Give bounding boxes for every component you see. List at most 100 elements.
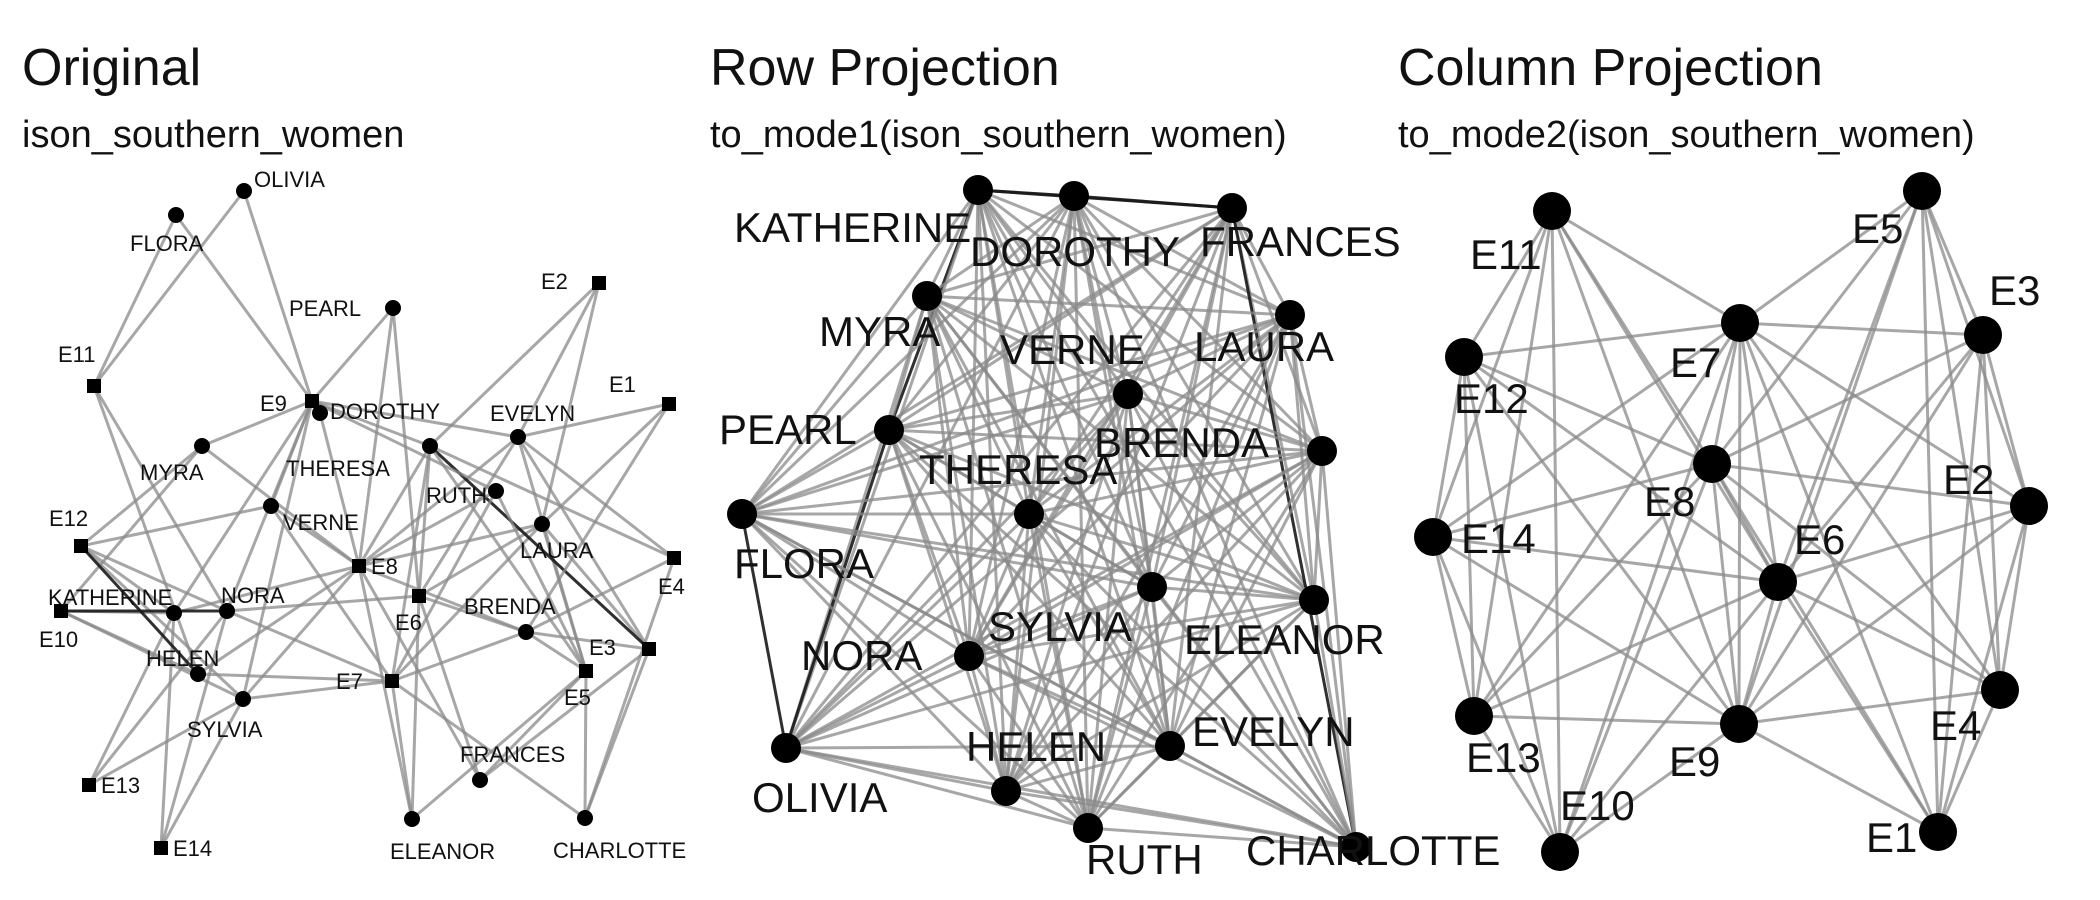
edge-laura-flora: [741, 313, 1291, 516]
edge-ruth-e9: [311, 399, 497, 493]
node-label-e13: E13: [101, 773, 140, 798]
edge-helen-e12: [79, 544, 200, 676]
edge-theresa-sylvia: [1028, 512, 1153, 589]
edge-charlotte-e4: [583, 557, 676, 819]
node-e2: [2010, 487, 2048, 525]
edge-e12-e13: [1462, 356, 1476, 717]
edge-nora-eleanor: [968, 598, 1315, 658]
node-e1: [1919, 813, 1957, 851]
edge-ruth-charlotte: [1087, 826, 1357, 849]
panel-title: Original: [22, 39, 202, 97]
node-helen: [190, 666, 206, 682]
node-label-e6: E6: [395, 610, 422, 635]
edge-katherine-nora: [967, 189, 980, 657]
node-label-e1: E1: [609, 372, 636, 397]
node-label-myra: MYRA: [140, 460, 204, 485]
edge-dorothy-frances: [1073, 194, 1233, 210]
edge-myra-flora: [740, 295, 929, 515]
node-e4: [1981, 671, 2019, 709]
node-label-e1: E1: [1866, 814, 1917, 861]
edge-e11-e12: [1462, 210, 1554, 358]
node-label-ruth: RUTH: [1086, 836, 1203, 883]
node-label-e4: E4: [658, 574, 685, 599]
edge-brenda-sylvia: [1151, 449, 1323, 589]
edge-laura-e5: [540, 523, 588, 672]
edge-verne-flora: [741, 392, 1129, 516]
edge-e3-e1: [1936, 334, 1985, 833]
node-e11: [87, 379, 101, 393]
edge-evelyn-ruth: [1086, 744, 1172, 830]
edge-ruth-e8: [358, 489, 497, 568]
edge-ruth-e7: [390, 490, 498, 682]
edge-sylvia-e14: [159, 698, 245, 849]
node-label-pearl: PEARL: [719, 406, 857, 453]
node-label-evelyn: EVELYN: [490, 401, 575, 426]
edge-e7-e12: [1463, 321, 1741, 359]
edge-brenda-e8: [358, 564, 527, 634]
edge-e8-e13: [1472, 462, 1714, 718]
node-ruth: [488, 483, 504, 499]
node-pearl: [874, 415, 904, 445]
edge-e6-e10: [1558, 581, 1780, 853]
edge-evelyn-e6: [417, 436, 520, 597]
edge-e4-e9: [1738, 688, 2001, 726]
edge-brenda-helen: [1004, 449, 1324, 793]
node-label-e4: E4: [1930, 702, 1981, 749]
node-labels: E11 E5 E3 E7 E12 E8 E2 E14 E6 E4 E13 E9 E10 E1: [1454, 205, 2040, 861]
edge-e2-e1: [1936, 505, 2031, 833]
edge-laura-e6: [418, 522, 543, 598]
edge-pearl-helen: [887, 429, 1008, 792]
node-label-sylvia: SYLVIA: [187, 717, 263, 742]
edge-pearl-e9: [310, 307, 395, 402]
node-e4: [667, 551, 681, 565]
node-label-olivia: OLIVIA: [752, 774, 887, 821]
node-frances: [1217, 193, 1247, 223]
edge-e3-e7: [1739, 321, 1984, 337]
node-flora: [727, 499, 757, 529]
edge-frances-e6: [417, 595, 482, 781]
edge-e9-e1: [1738, 722, 1939, 834]
node-eleanor: [404, 811, 420, 827]
node-label-ruth: RUTH: [426, 483, 487, 508]
edge-e8-e10: [1558, 463, 1714, 853]
node-e14: [154, 841, 168, 855]
node-sylvia: [1137, 572, 1167, 602]
node-label-dorothy: DOROTHY: [970, 228, 1180, 275]
node-label-nora: NORA: [221, 583, 285, 608]
node-verne: [263, 498, 279, 514]
node-label-e3: E3: [589, 635, 616, 660]
edge-e12-e8: [1463, 355, 1713, 466]
edge-dorothy-brenda: [1072, 194, 1324, 453]
edge-brenda-e7: [391, 630, 527, 683]
edge-brenda-e4: [525, 556, 675, 634]
edge-nora-olivia: [785, 654, 970, 750]
edges: [59, 190, 676, 849]
node-laura: [1275, 300, 1305, 330]
edge-frances-flora: [741, 206, 1233, 516]
edge-flora-sylvia: [741, 512, 1153, 589]
edge-ruth-e5: [494, 490, 588, 672]
edge-laura-brenda: [1288, 314, 1324, 452]
node-label-e9: E9: [260, 391, 287, 416]
edge-e4-e1: [1936, 689, 2002, 833]
node-label-e13: E13: [1466, 734, 1541, 781]
edge-e14-e13: [1431, 536, 1476, 717]
edge-katherine-e14: [159, 612, 176, 849]
node-label-e5: E5: [564, 685, 591, 710]
edge-e12-e14: [1431, 356, 1466, 538]
node-theresa: [422, 438, 438, 454]
node-label-verne: VERNE: [283, 510, 359, 535]
edge-katherine-flora: [740, 189, 980, 515]
edge-nora-e7: [226, 609, 393, 683]
edge-e13-e9: [1473, 714, 1740, 726]
edge-e9-e10: [1559, 722, 1740, 854]
node-label-e11: E11: [1470, 231, 1542, 278]
edge-flora-e9: [174, 214, 314, 402]
edge-e5-e7: [1739, 189, 1923, 325]
node-laura: [534, 516, 550, 532]
edge-nora-helen: [967, 655, 1008, 792]
edge-theresa-e6: [417, 445, 432, 597]
edge-e14-e6: [1432, 535, 1779, 584]
edge-brenda-charlotte: [1320, 450, 1358, 848]
